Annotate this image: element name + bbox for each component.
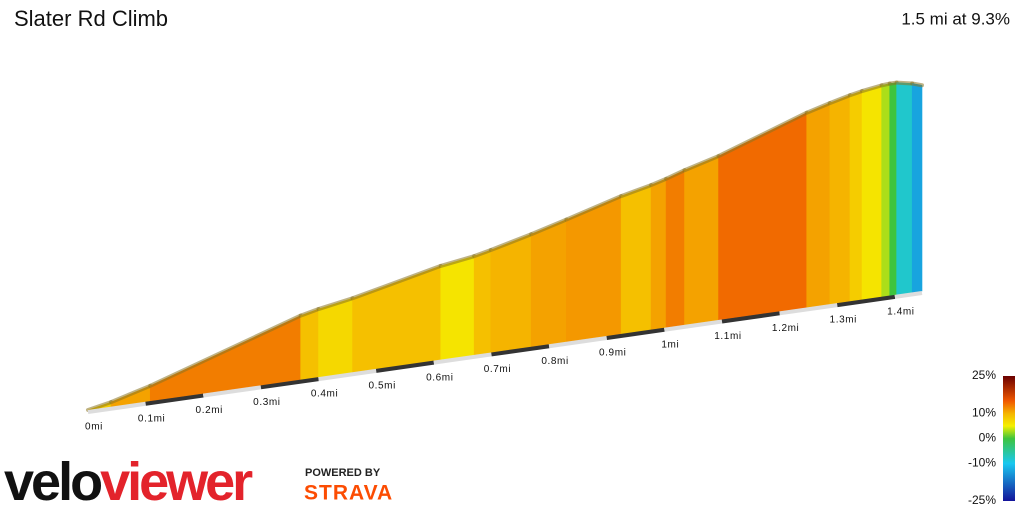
gradient-stripe: [911, 83, 923, 293]
axis-segment: [721, 311, 780, 324]
profile-edge: [316, 296, 355, 312]
profile-edge: [804, 101, 832, 115]
gradient-stripe: [829, 94, 851, 305]
axis-segment: [433, 352, 492, 365]
axis-segment: [548, 336, 608, 349]
x-tick-label: 0.9mi: [599, 348, 626, 359]
x-tick-label: 0.8mi: [541, 356, 568, 367]
x-tick-label: 1.2mi: [772, 323, 799, 334]
x-tick-label: 0.6mi: [426, 372, 453, 383]
chart-title: Slater Rd Climb: [14, 6, 168, 31]
profile-edge: [148, 313, 303, 388]
x-tick-label: 0.3mi: [253, 397, 280, 408]
profile-edge: [564, 194, 624, 222]
profile-edge: [488, 232, 534, 253]
x-tick-label: 0.4mi: [311, 389, 338, 400]
profile-edge: [109, 383, 153, 405]
axis-segment: [202, 385, 262, 398]
gradient-stripe: [318, 297, 353, 378]
logo: veloviewer: [4, 452, 253, 512]
gradient-stripe: [849, 90, 863, 302]
axis-segment: [87, 401, 146, 414]
axis-segment: [145, 393, 204, 406]
gradient-stripe: [530, 219, 567, 348]
profile-edge: [438, 254, 477, 268]
profile-edge: [910, 81, 924, 88]
axis-segment: [664, 319, 723, 332]
gradient-stripe: [861, 84, 882, 300]
logo-part: velo: [4, 452, 101, 512]
x-tick-label: 1.3mi: [830, 315, 857, 326]
axis-segment: [779, 303, 838, 316]
x-tick-label: 0.2mi: [196, 405, 223, 416]
profile-edge: [827, 93, 852, 106]
x-tick-label: 1mi: [661, 339, 679, 350]
profile-edge: [664, 168, 687, 181]
profile-edge: [86, 400, 114, 412]
profile-edge: [529, 217, 569, 237]
gradient-stripe: [149, 315, 301, 402]
x-tick-label: 0.5mi: [368, 381, 395, 392]
profile-edge: [649, 176, 669, 188]
gradient-stripe: [896, 82, 913, 295]
chart-subtitle: 1.5 mi at 9.3%: [901, 9, 1010, 28]
powered-by: POWERED BY: [305, 467, 381, 479]
profile-edge: [298, 307, 321, 318]
colorbar-label: -10%: [968, 456, 996, 470]
profile-edge: [682, 154, 721, 173]
colorbar-label: 25%: [972, 368, 996, 382]
colorbar-label: 10%: [972, 406, 996, 420]
gradient-stripe: [490, 233, 532, 353]
x-tick-label: 0.7mi: [484, 364, 511, 375]
gradient-stripe: [620, 184, 652, 335]
axis-segment: [318, 368, 377, 382]
profile-edge: [716, 110, 809, 159]
strava: STRAVA: [304, 482, 393, 505]
gradient-stripe: [440, 255, 475, 361]
gradient-stripe: [684, 155, 719, 326]
x-tick-label: 1.1mi: [714, 331, 741, 342]
gradient-stripe: [806, 102, 831, 308]
gradient-stripe: [718, 112, 808, 321]
x-tick-label: 1.4mi: [887, 307, 914, 318]
axis-segment: [894, 291, 923, 299]
gradient-stripe: [665, 169, 685, 328]
x-tick-label: 0.1mi: [138, 413, 165, 424]
colorbar-label: 0%: [979, 431, 997, 445]
axis-segment: [491, 344, 550, 357]
logo-part: viewer: [100, 452, 253, 512]
axis-segment: [260, 377, 319, 390]
colorbar: [1003, 376, 1015, 501]
profile-edge: [472, 248, 493, 259]
profile-edge: [619, 183, 654, 199]
colorbar-label: -25%: [968, 493, 996, 507]
gradient-stripe: [889, 82, 897, 296]
gradient-stripe: [650, 178, 667, 330]
profile-edge: [894, 80, 915, 86]
x-tick-label: 0mi: [85, 422, 103, 433]
axis-segment: [375, 360, 435, 373]
gradient-stripe: [473, 249, 492, 356]
profile-edge: [847, 89, 865, 98]
axis-segment: [836, 294, 896, 308]
profile-edge: [860, 83, 884, 94]
gradient-stripe: [300, 308, 319, 380]
gradient-stripe: [881, 83, 891, 298]
axis-segment: [606, 327, 665, 340]
profile-edge: [350, 263, 443, 301]
